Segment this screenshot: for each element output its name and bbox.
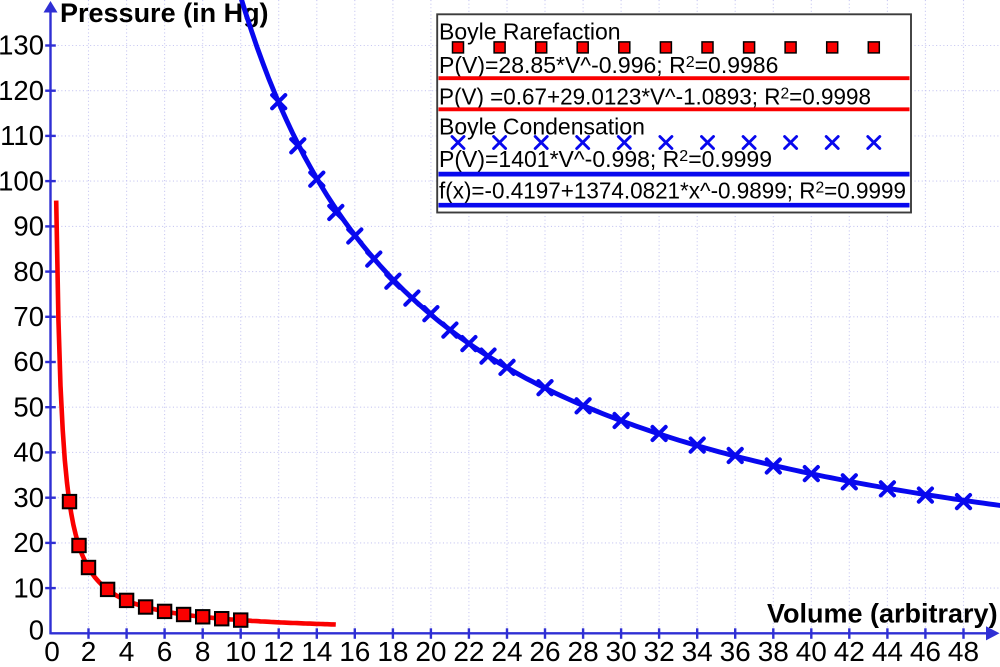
svg-text:36: 36 bbox=[720, 636, 751, 667]
svg-text:34: 34 bbox=[682, 636, 713, 667]
svg-text:100: 100 bbox=[0, 165, 44, 196]
svg-text:44: 44 bbox=[872, 636, 903, 667]
svg-text:30: 30 bbox=[606, 636, 637, 667]
svg-text:Boyle Condensation: Boyle Condensation bbox=[439, 114, 645, 140]
svg-text:120: 120 bbox=[0, 75, 44, 106]
svg-text:70: 70 bbox=[13, 301, 44, 332]
svg-text:50: 50 bbox=[13, 391, 44, 422]
svg-text:22: 22 bbox=[453, 636, 484, 667]
svg-text:40: 40 bbox=[796, 636, 827, 667]
svg-text:10: 10 bbox=[225, 636, 256, 667]
svg-text:0: 0 bbox=[29, 614, 44, 645]
svg-text:f(x)=-0.4197+1374.0821*x^-0.98: f(x)=-0.4197+1374.0821*x^-0.9899; R2=0.9… bbox=[439, 177, 906, 203]
svg-text:2: 2 bbox=[81, 636, 97, 667]
svg-text:14: 14 bbox=[301, 636, 332, 667]
svg-text:32: 32 bbox=[644, 636, 675, 667]
svg-text:38: 38 bbox=[758, 636, 789, 667]
svg-text:Boyle Rarefaction: Boyle Rarefaction bbox=[439, 18, 621, 44]
svg-text:4: 4 bbox=[119, 636, 135, 667]
svg-text:60: 60 bbox=[13, 346, 44, 377]
svg-text:6: 6 bbox=[157, 636, 173, 667]
svg-text:16: 16 bbox=[339, 636, 370, 667]
svg-text:12: 12 bbox=[263, 636, 294, 667]
svg-text:0: 0 bbox=[44, 636, 60, 667]
svg-text:90: 90 bbox=[13, 211, 44, 242]
svg-text:20: 20 bbox=[415, 636, 446, 667]
svg-text:28: 28 bbox=[568, 636, 599, 667]
svg-text:P(V) =0.67+29.0123*V^-1.0893;: P(V) =0.67+29.0123*V^-1.0893; R2=0.9998 bbox=[439, 83, 871, 109]
svg-text:42: 42 bbox=[834, 636, 865, 667]
svg-text:P(V)=28.85*V^-0.996; R2=0.9986: P(V)=28.85*V^-0.996; R2=0.9986 bbox=[439, 52, 778, 78]
svg-text:80: 80 bbox=[13, 256, 44, 287]
svg-text:40: 40 bbox=[13, 437, 44, 468]
svg-text:130: 130 bbox=[0, 30, 44, 61]
svg-text:18: 18 bbox=[377, 636, 408, 667]
svg-text:24: 24 bbox=[491, 636, 522, 667]
svg-text:20: 20 bbox=[13, 527, 44, 558]
svg-text:8: 8 bbox=[195, 636, 211, 667]
svg-text:P(V)=1401*V^-0.998; R2=0.9999: P(V)=1401*V^-0.998; R2=0.9999 bbox=[439, 146, 772, 172]
svg-text:110: 110 bbox=[0, 120, 44, 151]
svg-text:46: 46 bbox=[910, 636, 941, 667]
svg-text:10: 10 bbox=[13, 572, 44, 603]
svg-text:48: 48 bbox=[948, 636, 979, 667]
svg-text:Pressure (in Hg): Pressure (in Hg) bbox=[60, 0, 269, 28]
svg-text:26: 26 bbox=[529, 636, 560, 667]
svg-text:Volume (arbitrary): Volume (arbitrary) bbox=[767, 599, 998, 629]
svg-text:30: 30 bbox=[13, 482, 44, 513]
